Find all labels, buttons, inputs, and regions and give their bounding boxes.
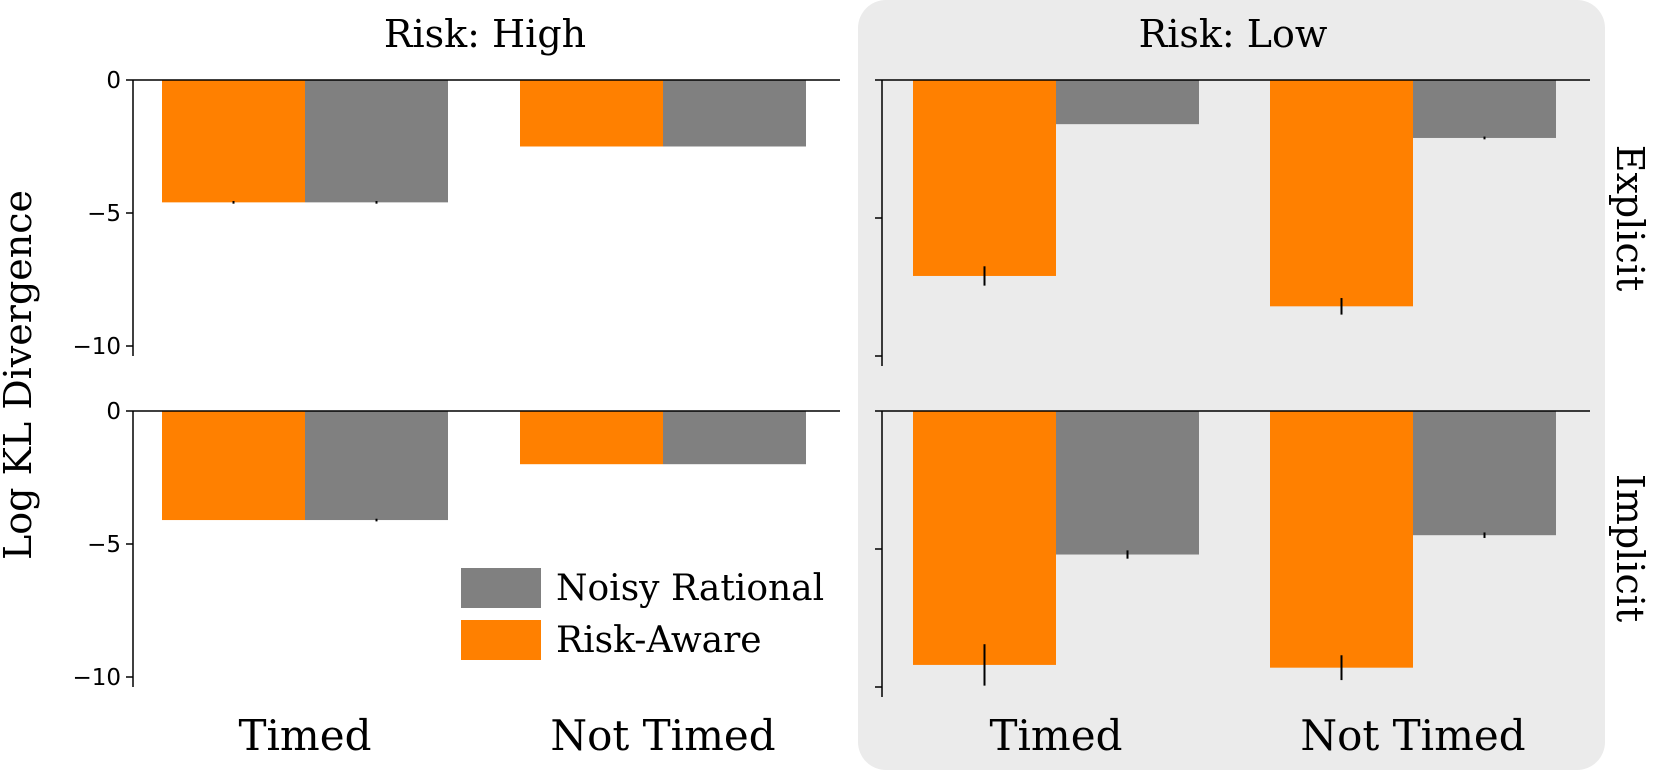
row-label-implicit: Implicit [1608, 474, 1652, 622]
x-tick-not-timed-high: Not Timed [550, 711, 775, 760]
bar-risk-aware-1 [520, 80, 663, 147]
column-title-risk-low: Risk: Low [1139, 12, 1328, 56]
legend: Noisy Rational Risk-Aware [461, 568, 824, 661]
panel-3 [875, 410, 1590, 697]
legend-swatch-noisy-rational [461, 568, 541, 608]
bar-noisy-rational-0 [1056, 80, 1199, 125]
y-tick-label: −5 [87, 532, 121, 558]
legend-label-risk-aware: Risk-Aware [556, 620, 762, 661]
bar-risk-aware-1 [520, 411, 663, 465]
bar-risk-aware-0 [913, 80, 1056, 276]
bar-noisy-rational-1 [1413, 80, 1556, 138]
bar-risk-aware-1 [1270, 411, 1413, 668]
bar-risk-aware-1 [1270, 80, 1413, 307]
bar-risk-aware-0 [162, 80, 305, 203]
y-tick-label: −10 [72, 665, 121, 691]
panel-0: 0 −5 −10 [72, 68, 840, 360]
bar-noisy-rational-0 [305, 80, 448, 203]
y-axis-label: Log KL Divergence [0, 190, 40, 560]
y-tick-label: −5 [87, 201, 121, 227]
legend-label-noisy-rational: Noisy Rational [556, 568, 824, 609]
y-tick-label: 0 [106, 68, 121, 94]
panel-2: 0 −5 −10 [72, 399, 840, 691]
panel-1 [875, 79, 1590, 366]
x-tick-timed-low: Timed [989, 711, 1122, 760]
x-tick-not-timed-low: Not Timed [1300, 711, 1525, 760]
bar-noisy-rational-1 [663, 80, 806, 147]
legend-swatch-risk-aware [461, 620, 541, 660]
bar-noisy-rational-0 [1056, 411, 1199, 555]
y-tick-label: 0 [106, 399, 121, 425]
column-title-risk-high: Risk: High [384, 12, 586, 56]
row-label-explicit: Explicit [1608, 145, 1652, 292]
bar-noisy-rational-1 [1413, 411, 1556, 536]
y-tick-label: −10 [72, 334, 121, 360]
bar-risk-aware-0 [913, 411, 1056, 665]
bar-noisy-rational-0 [305, 411, 448, 521]
bar-risk-aware-0 [162, 411, 305, 521]
x-tick-timed-high: Timed [238, 711, 371, 760]
bar-noisy-rational-1 [663, 411, 806, 465]
